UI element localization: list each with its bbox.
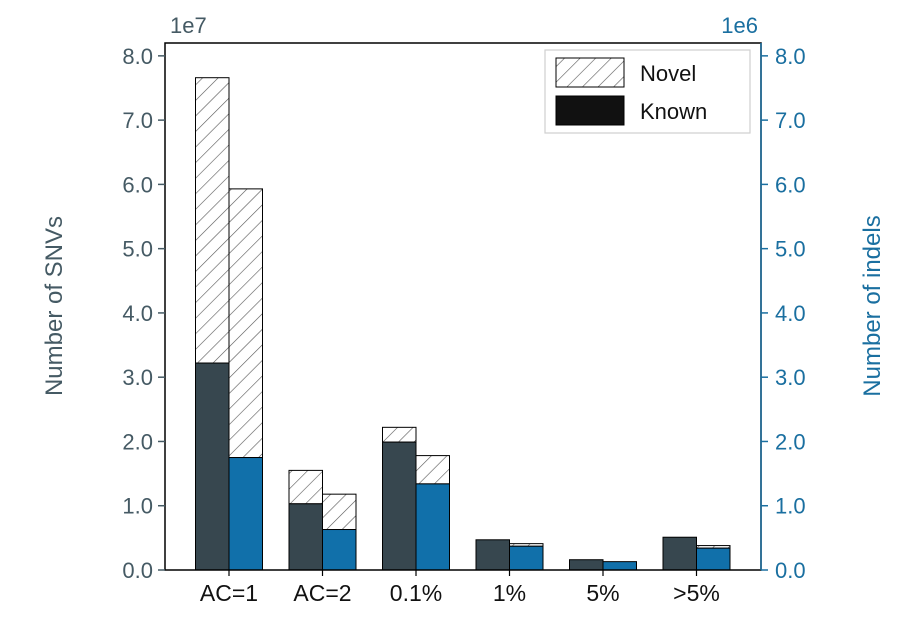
right-tick-label: 2.0 [775, 429, 806, 454]
right-tick-label: 3.0 [775, 365, 806, 390]
left-tick-label: 5.0 [122, 237, 153, 262]
x-tick-label-5: >5% [673, 580, 720, 606]
left-tick-label: 7.0 [122, 108, 153, 133]
x-axis: AC=1 AC=2 0.1% 1% 5% >5% [200, 570, 720, 606]
left-tick-label: 3.0 [122, 365, 153, 390]
bar-indels-novel-ac-2 [322, 493, 357, 531]
right-axis: 0.0 1.0 2.0 3.0 4.0 5.0 6.0 7.0 8.0 [760, 43, 806, 583]
bar-indels-known-ac-2 [322, 529, 357, 571]
bar-snvs-known-ac-2 [288, 503, 323, 571]
right-tick-label: 7.0 [775, 108, 806, 133]
bar-indels-known-5 [602, 561, 637, 571]
right-tick-label: 8.0 [775, 44, 806, 69]
bar-snvs-known-ac-1 [195, 362, 230, 571]
left-tick-label: 6.0 [122, 172, 153, 197]
bars-group [195, 77, 731, 571]
left-axis: 0.0 1.0 2.0 3.0 4.0 5.0 6.0 7.0 8.0 [122, 44, 165, 583]
right-axis-offset-text: 1e6 [721, 13, 758, 38]
bar-snvs-known-5 [662, 536, 697, 571]
bar-indels-novel-0-1 [415, 455, 450, 485]
right-axis-title: Number of indels [859, 215, 886, 396]
bar-snvs-known-0-1 [382, 441, 417, 571]
bar-snvs-known-1 [475, 539, 510, 571]
right-tick-label: 5.0 [775, 237, 806, 262]
legend-swatch-novel [555, 57, 625, 88]
bar-indels-known-1 [509, 545, 544, 571]
x-tick-label-1: 1% [493, 580, 526, 606]
right-tick-label: 0.0 [775, 558, 806, 583]
left-axis-offset-text: 1e7 [170, 13, 207, 38]
bar-indels-known-ac-1 [228, 457, 263, 571]
left-tick-label: 4.0 [122, 301, 153, 326]
x-tick-label-0-1: 0.1% [390, 580, 442, 606]
x-tick-label-ac-1: AC=1 [200, 580, 258, 606]
bar-snvs-novel-ac-2 [288, 469, 323, 505]
legend: Novel Known [544, 49, 751, 134]
right-tick-label: 6.0 [775, 172, 806, 197]
bar-snvs-known-5 [569, 559, 604, 571]
legend-label-known: Known [640, 99, 707, 124]
bar-indels-novel-ac-1 [228, 188, 263, 459]
legend-label-novel: Novel [640, 61, 696, 86]
bar-snvs-novel-0-1 [382, 426, 417, 443]
left-tick-label: 0.0 [122, 558, 153, 583]
x-tick-label-5: 5% [586, 580, 619, 606]
left-tick-label: 1.0 [122, 494, 153, 519]
right-tick-label: 4.0 [775, 301, 806, 326]
bar-snvs-novel-ac-1 [195, 77, 230, 364]
left-tick-label: 2.0 [122, 429, 153, 454]
x-tick-label-ac-2: AC=2 [293, 580, 351, 606]
bar-indels-known-5 [696, 547, 731, 571]
legend-swatch-known [555, 95, 625, 126]
left-axis-title: Number of SNVs [41, 216, 68, 396]
left-tick-label: 8.0 [122, 44, 153, 69]
bar-indels-known-0-1 [415, 483, 450, 571]
right-tick-label: 1.0 [775, 494, 806, 519]
